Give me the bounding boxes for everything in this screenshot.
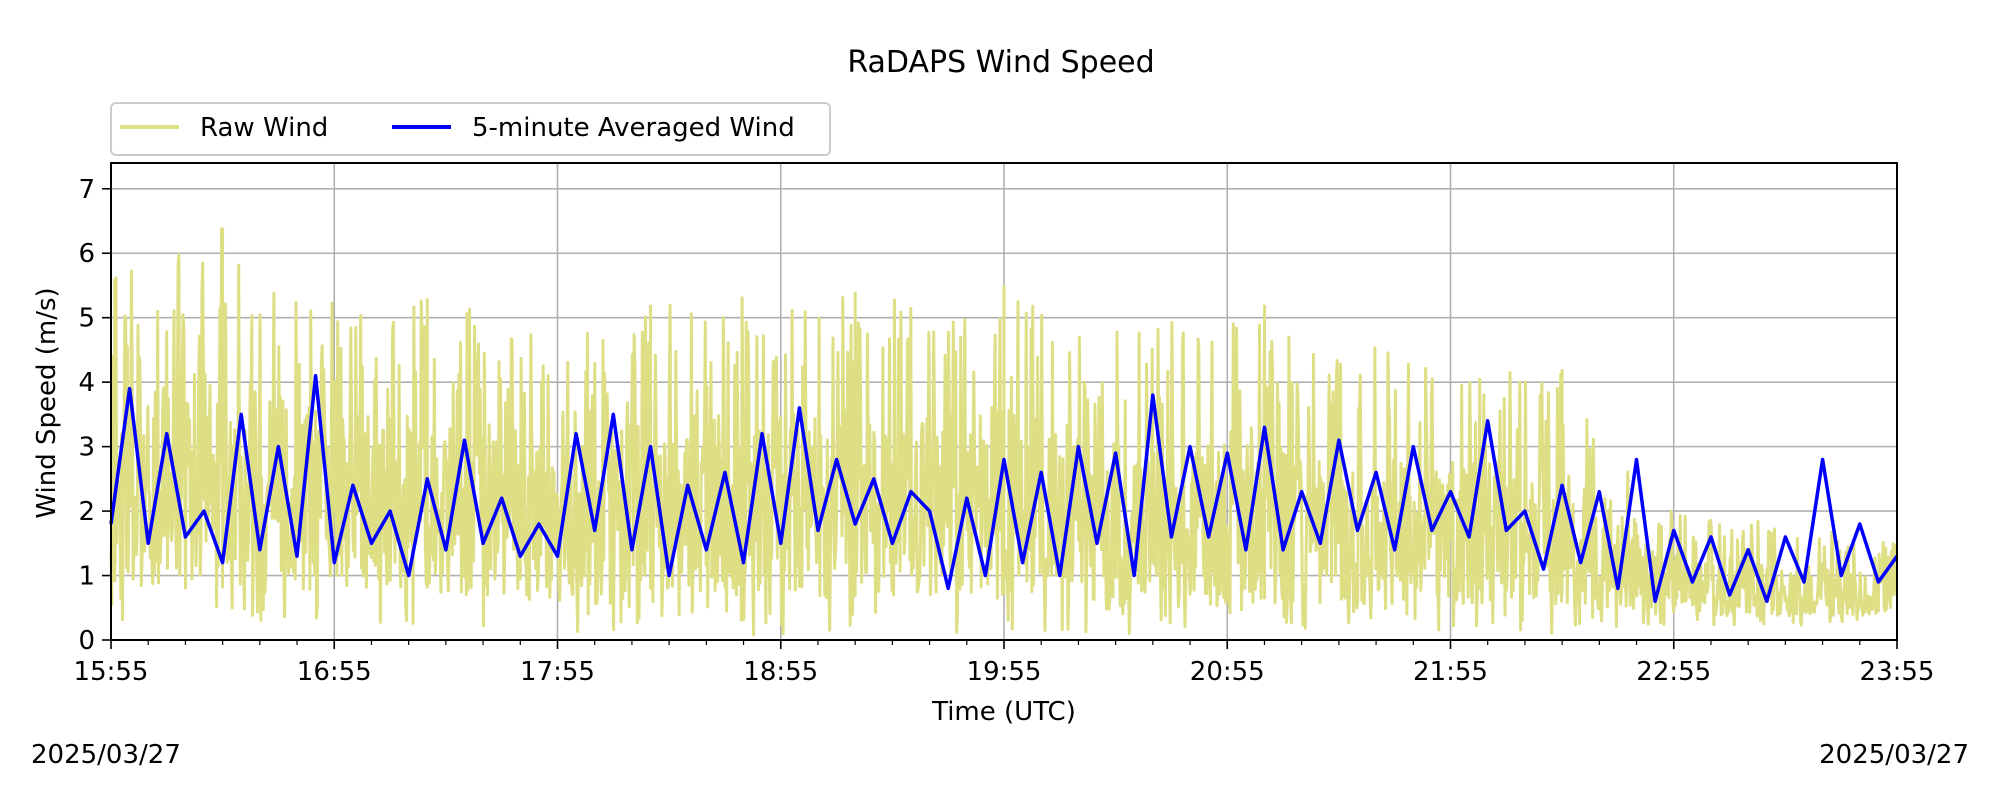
averaged-wind-line <box>109 373 1899 604</box>
x-tick-label: 18:55 <box>743 657 818 687</box>
x-tick-label: 15:55 <box>74 657 149 687</box>
legend-label-averaged-wind: 5-minute Averaged Wind <box>472 113 795 143</box>
x-tick-label: 23:55 <box>1860 657 1935 687</box>
raw-wind-line <box>109 227 1898 637</box>
x-tick-label: 22:55 <box>1636 657 1711 687</box>
x-tick-label: 16:55 <box>297 657 372 687</box>
x-tick-label: 17:55 <box>520 657 595 687</box>
averaged-wind-series <box>109 373 1899 604</box>
chart-title: RaDAPS Wind Speed <box>847 45 1154 80</box>
raw-wind-series <box>109 227 1898 637</box>
date-label-left: 2025/03/27 <box>31 740 181 770</box>
y-tick-label: 7 <box>78 175 95 205</box>
y-tick-label: 5 <box>78 304 95 334</box>
y-axis-ticks: 0 1 2 3 4 5 6 7 <box>78 175 111 656</box>
x-tick-label: 20:55 <box>1190 657 1265 687</box>
x-tick-label: 19:55 <box>967 657 1042 687</box>
y-tick-label: 3 <box>78 433 95 463</box>
x-tick-label: 21:55 <box>1413 657 1488 687</box>
y-tick-label: 1 <box>78 562 95 592</box>
date-label-right: 2025/03/27 <box>1819 740 1969 770</box>
x-axis-ticks: 15:55 16:55 17:55 18:55 19:55 20:55 21:55 22:55… <box>74 640 1935 687</box>
y-tick-label: 0 <box>78 626 95 656</box>
x-axis-label: Time (UTC) <box>931 697 1076 727</box>
legend: Raw Wind 5-minute Averaged Wind <box>110 102 831 156</box>
y-tick-label: 4 <box>78 368 95 398</box>
y-axis-label: Wind Speed (m/s) <box>32 287 62 518</box>
legend-box <box>110 102 831 156</box>
y-tick-label: 2 <box>78 497 95 527</box>
legend-label-raw-wind: Raw Wind <box>200 113 328 143</box>
y-tick-label: 6 <box>78 239 95 269</box>
